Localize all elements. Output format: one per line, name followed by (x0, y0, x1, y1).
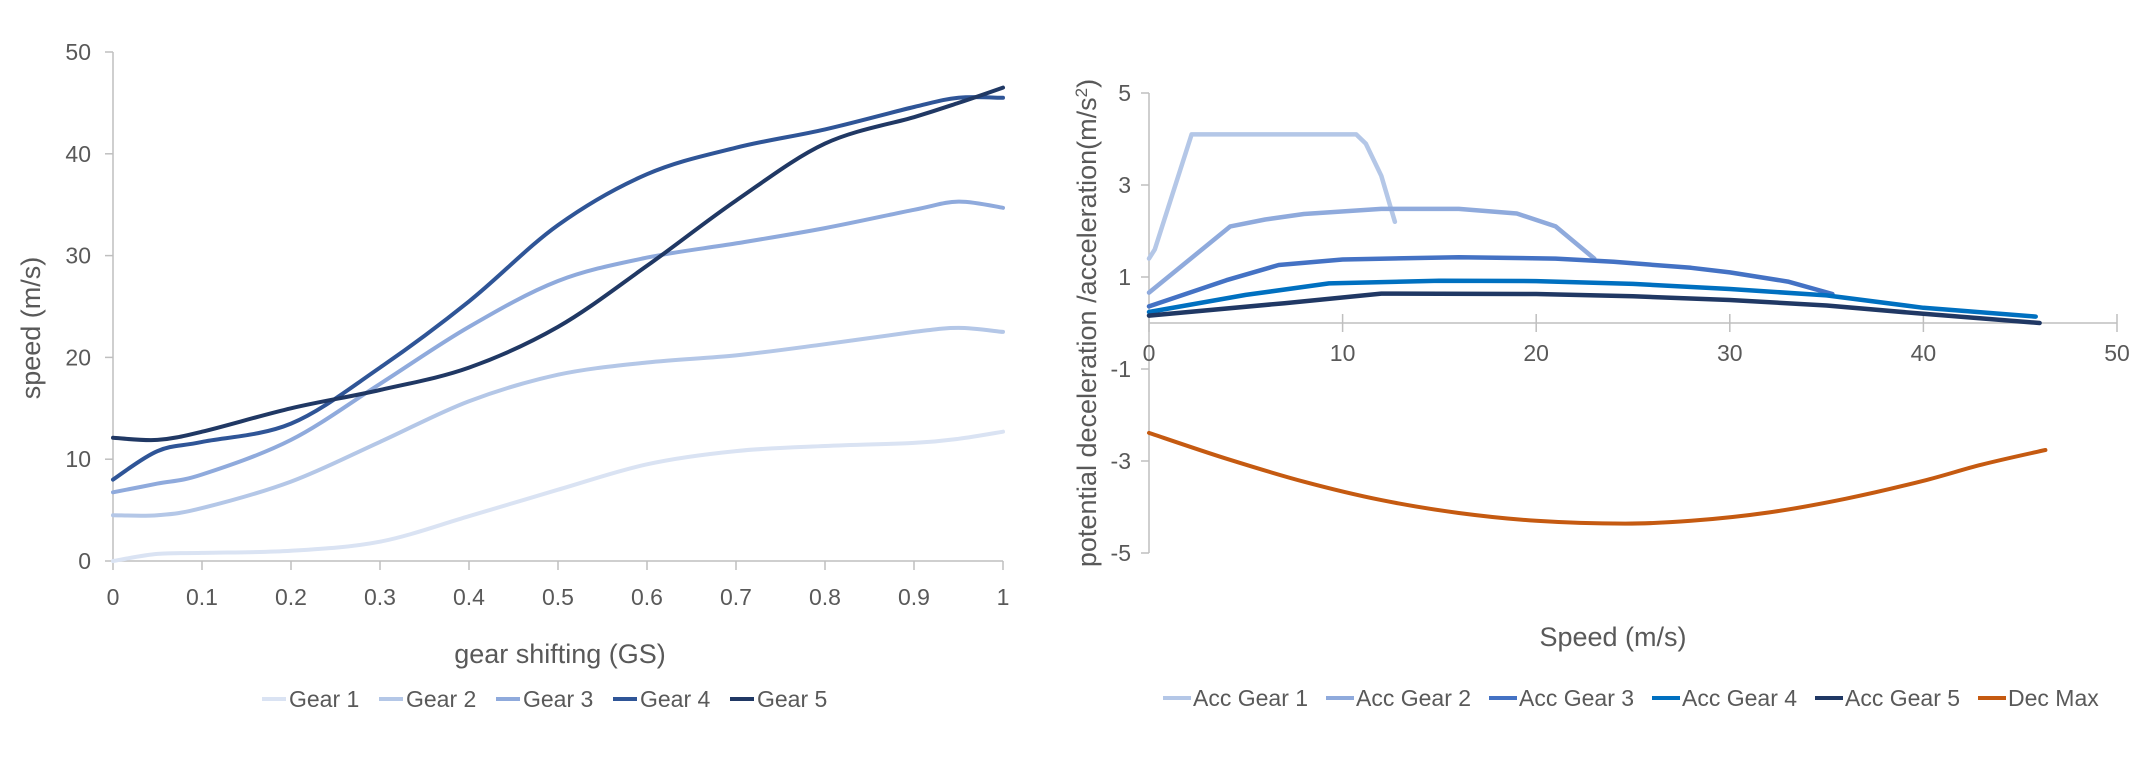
legend-item-gear-3: Gear 3 (496, 686, 593, 712)
series-line-gear-2 (111, 325, 1005, 518)
legend-label: Acc Gear 4 (1682, 685, 1797, 711)
right-y-tick-label: 3 (1118, 172, 1131, 198)
speed-vs-gear-shifting-chart: 0 10 20 30 40 50 0 0.1 0.2 0.3 0.4 0.5 0.6 0.7 0.8 0.9… (16, 39, 1009, 712)
legend-item-acc-gear-3: Acc Gear 3 (1489, 685, 1634, 711)
legend-item-dec-max: Dec Max (1978, 685, 2099, 711)
left-x-tick-label: 0.7 (720, 584, 752, 610)
right-series-group (1146, 132, 2048, 526)
legend-item-acc-gear-4: Acc Gear 4 (1652, 685, 1797, 711)
right-y-axis-title-sup: 2 (1072, 88, 1091, 97)
legend-label: Gear 3 (523, 686, 593, 712)
legend-label: Acc Gear 3 (1519, 685, 1634, 711)
left-x-tick-label: 0 (107, 584, 120, 610)
left-x-tick-label: 0.6 (631, 584, 663, 610)
right-y-axis-title: potential deceleration /acceleration(m/s… (1072, 79, 1103, 567)
series-line-gear-1 (111, 429, 1005, 563)
right-y-tick-label: -5 (1111, 540, 1131, 566)
left-legend: Gear 1 Gear 2 Gear 3 Gear 4 Gear 5 (262, 686, 827, 712)
legend-label: Gear 4 (640, 686, 711, 712)
legend-label: Gear 2 (406, 686, 476, 712)
left-y-axis-title: speed (m/s) (16, 257, 46, 400)
left-y-ticks: 0 10 20 30 40 50 (65, 39, 113, 574)
left-series-group (111, 85, 1005, 563)
series-line-gear-5 (111, 85, 1005, 443)
series-line-acc-gear-5 (1146, 291, 2042, 326)
legend-item-acc-gear-5: Acc Gear 5 (1815, 685, 1960, 711)
right-x-tick-label: 30 (1717, 340, 1743, 366)
left-x-tick-label: 0.3 (364, 584, 396, 610)
right-y-axis-title-main: potential deceleration /acceleration(m/s (1072, 97, 1102, 567)
right-y-axis-title-tail: ) (1072, 79, 1102, 88)
legend-item-acc-gear-2: Acc Gear 2 (1326, 685, 1471, 711)
right-x-tick-label: 0 (1143, 340, 1156, 366)
series-line-acc-gear-4 (1146, 278, 2038, 319)
left-x-tick-label: 0.9 (898, 584, 930, 610)
right-x-ticks: 0 10 20 30 40 50 (1143, 314, 2130, 366)
left-y-tick-label: 40 (65, 141, 91, 167)
right-y-tick-label: 1 (1118, 264, 1131, 290)
left-x-axis-title: gear shifting (GS) (454, 639, 666, 669)
series-line-gear-4 (111, 95, 1005, 482)
left-x-tick-label: 0.2 (275, 584, 307, 610)
legend-item-gear-2: Gear 2 (379, 686, 476, 712)
right-y-tick-label: -1 (1111, 356, 1131, 382)
legend-label: Acc Gear 2 (1356, 685, 1471, 711)
right-y-tick-label: 5 (1118, 80, 1131, 106)
legend-item-gear-5: Gear 5 (730, 686, 827, 712)
right-x-axis-title: Speed (m/s) (1539, 622, 1686, 652)
left-y-tick-label: 50 (65, 39, 91, 65)
left-x-tick-label: 1 (997, 584, 1010, 610)
left-x-tick-label: 0.4 (453, 584, 485, 610)
left-x-tick-label: 0.8 (809, 584, 841, 610)
left-x-tick-label: 0.5 (542, 584, 574, 610)
legend-label: Acc Gear 1 (1193, 685, 1308, 711)
right-y-tick-label: -3 (1111, 448, 1131, 474)
legend-label: Acc Gear 5 (1845, 685, 1960, 711)
left-y-tick-label: 20 (65, 344, 91, 370)
legend-item-acc-gear-1: Acc Gear 1 (1163, 685, 1308, 711)
acceleration-vs-speed-chart: -5 -3 -1 1 3 5 0 10 20 30 40 50 potential decelera… (1072, 79, 2130, 711)
legend-label: Dec Max (2008, 685, 2099, 711)
right-legend: Acc Gear 1 Acc Gear 2 Acc Gear 3 Acc Gear 4… (1163, 685, 2099, 711)
right-x-tick-label: 50 (2104, 340, 2130, 366)
legend-label: Gear 5 (757, 686, 827, 712)
right-x-tick-label: 40 (1911, 340, 1937, 366)
series-line-gear-3 (111, 199, 1005, 495)
right-x-tick-label: 10 (1330, 340, 1356, 366)
series-line-acc-gear-3 (1146, 254, 1835, 309)
left-x-tick-label: 0.1 (186, 584, 218, 610)
left-y-tick-label: 0 (78, 548, 91, 574)
series-line-dec-max (1147, 430, 2048, 526)
left-y-tick-label: 10 (65, 446, 91, 472)
series-line-acc-gear-2 (1146, 206, 1597, 295)
legend-item-gear-1: Gear 1 (262, 686, 359, 712)
left-x-ticks: 0 0.1 0.2 0.3 0.4 0.5 0.6 0.7 0.8 0.9 1 (107, 561, 1010, 610)
left-y-tick-label: 30 (65, 243, 91, 269)
legend-label: Gear 1 (289, 686, 359, 712)
right-y-ticks: -5 -3 -1 1 3 5 (1111, 80, 1149, 566)
right-x-tick-label: 20 (1523, 340, 1549, 366)
legend-item-gear-4: Gear 4 (613, 686, 711, 712)
series-line-acc-gear-1 (1146, 132, 1398, 261)
